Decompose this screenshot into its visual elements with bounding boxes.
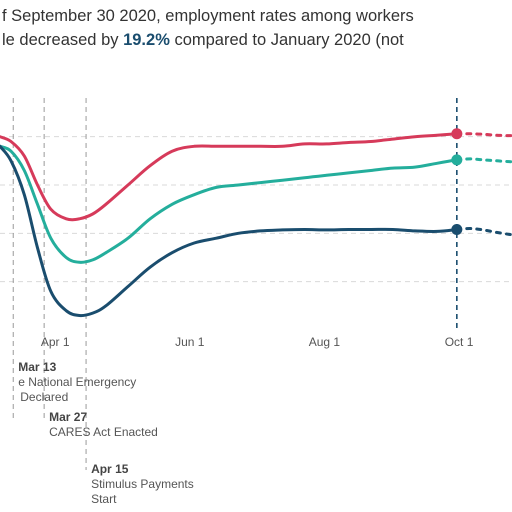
series-end-marker-2 (451, 223, 463, 235)
annotation-text: e National Emergency (18, 375, 136, 389)
series-projection-2 (455, 226, 512, 237)
series-projection-1 (455, 157, 512, 164)
annotation-text: Stimulus Payments (91, 477, 194, 491)
chart-headline-line-1: f September 30 2020, employment rates am… (2, 7, 414, 25)
annotation-date: Mar 13 (18, 360, 56, 374)
x-tick-label: Aug 1 (309, 335, 341, 349)
x-tick-label: Jun 1 (175, 335, 205, 349)
series-line-2 (0, 144, 459, 318)
chart-headline-line-2: le decreased by 19.2% compared to Januar… (2, 28, 404, 52)
headline-highlight-value: 19.2% (123, 31, 170, 49)
x-axis-ticks: Apr 1 Jun 1 Aug 1 Oct 1 (41, 335, 474, 349)
series-line-1 (0, 144, 459, 264)
series-lines (0, 128, 512, 318)
series-end-marker-0 (451, 128, 463, 140)
annotation-text: Declared (20, 390, 68, 404)
annotation-date: Mar 27 (49, 410, 87, 424)
series-projection-0 (455, 132, 512, 138)
series-end-marker-1 (451, 154, 463, 166)
annotation-date: Apr 15 (91, 462, 129, 476)
x-tick-label: Oct 1 (445, 335, 474, 349)
x-tick-label: Apr 1 (41, 335, 70, 349)
annotation-text: Start (91, 492, 117, 506)
annotation-text: CARES Act Enacted (49, 425, 158, 439)
headline-prefix: le decreased by (2, 31, 124, 49)
headline-suffix: compared to January 2020 (not (169, 31, 404, 49)
series-line-0 (0, 132, 459, 222)
gridlines (0, 136, 512, 283)
